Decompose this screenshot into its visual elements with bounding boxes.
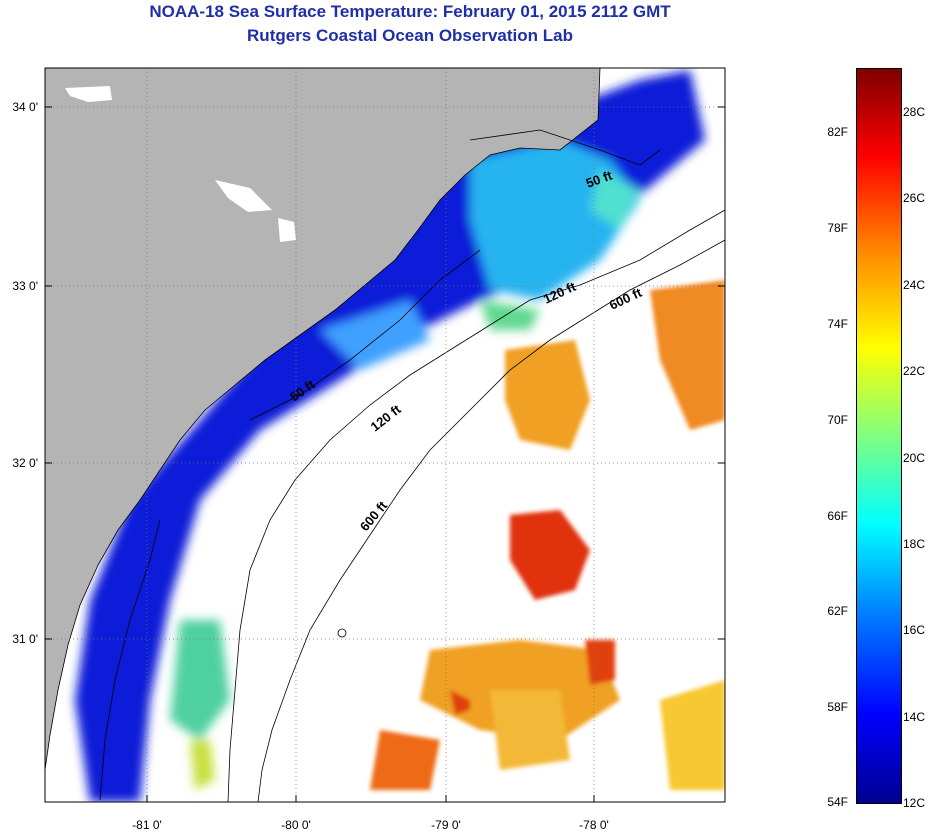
longitude-label: -78 0': [579, 818, 609, 832]
colorbar-fahrenheit-label: 58F: [827, 700, 848, 714]
latitude-label: 33 0': [12, 279, 38, 293]
latitude-label: 32 0': [12, 456, 38, 470]
cloud-mask-patch: [215, 180, 272, 212]
colorbar-celsius-label: 16C: [903, 623, 926, 637]
colorbar-celsius-label: 22C: [903, 364, 926, 378]
axis-ticks: [45, 106, 725, 802]
longitude-label: -80 0': [281, 818, 311, 832]
latitude-label: 34 0': [12, 100, 38, 114]
map-subtitle: Rutgers Coastal Ocean Observation Lab: [247, 26, 573, 45]
colorbar-celsius-label: 12C: [903, 796, 926, 810]
longitude-label: -81 0': [132, 818, 162, 832]
cloud-mask-patch: [65, 86, 112, 102]
colorbar-fahrenheit-label: 54F: [827, 795, 848, 809]
warm-sst-patches: [370, 280, 725, 790]
contour-600ft: [257, 239, 725, 802]
lat-lon-grid: [45, 68, 725, 802]
colorbar-fahrenheit-label: 70F: [827, 413, 848, 427]
colorbar-fahrenheit-label: 66F: [827, 509, 848, 523]
map-title: NOAA-18 Sea Surface Temperature: Februar…: [149, 2, 671, 21]
latitude-label: 31 0': [12, 632, 38, 646]
longitude-label: -79 0': [431, 818, 461, 832]
contour-50ft: [99, 129, 661, 801]
map-frame: [44, 67, 726, 803]
colorbar-celsius-label: 26C: [903, 191, 926, 205]
colorbar-celsius-label: 24C: [903, 278, 926, 292]
bathymetry-depression: [337, 628, 347, 638]
coastline: [45, 68, 601, 771]
colorbar-celsius-label: 20C: [903, 451, 926, 465]
land-mass: [45, 68, 600, 770]
cloud-mask-patch: [278, 218, 296, 242]
colorbar-celsius-label: 18C: [903, 537, 926, 551]
colorbar-fahrenheit-label: 82F: [827, 125, 848, 139]
colorbar-fahrenheit-label: 74F: [827, 317, 848, 331]
colorbar-celsius-label: 28C: [903, 105, 926, 119]
contour-120ft: [227, 209, 725, 802]
colorbar-celsius-label: 14C: [903, 710, 926, 724]
colorbar-fahrenheit-label: 78F: [827, 221, 848, 235]
temperature-colorbar: [856, 68, 902, 804]
colorbar-fahrenheit-label: 62F: [827, 604, 848, 618]
